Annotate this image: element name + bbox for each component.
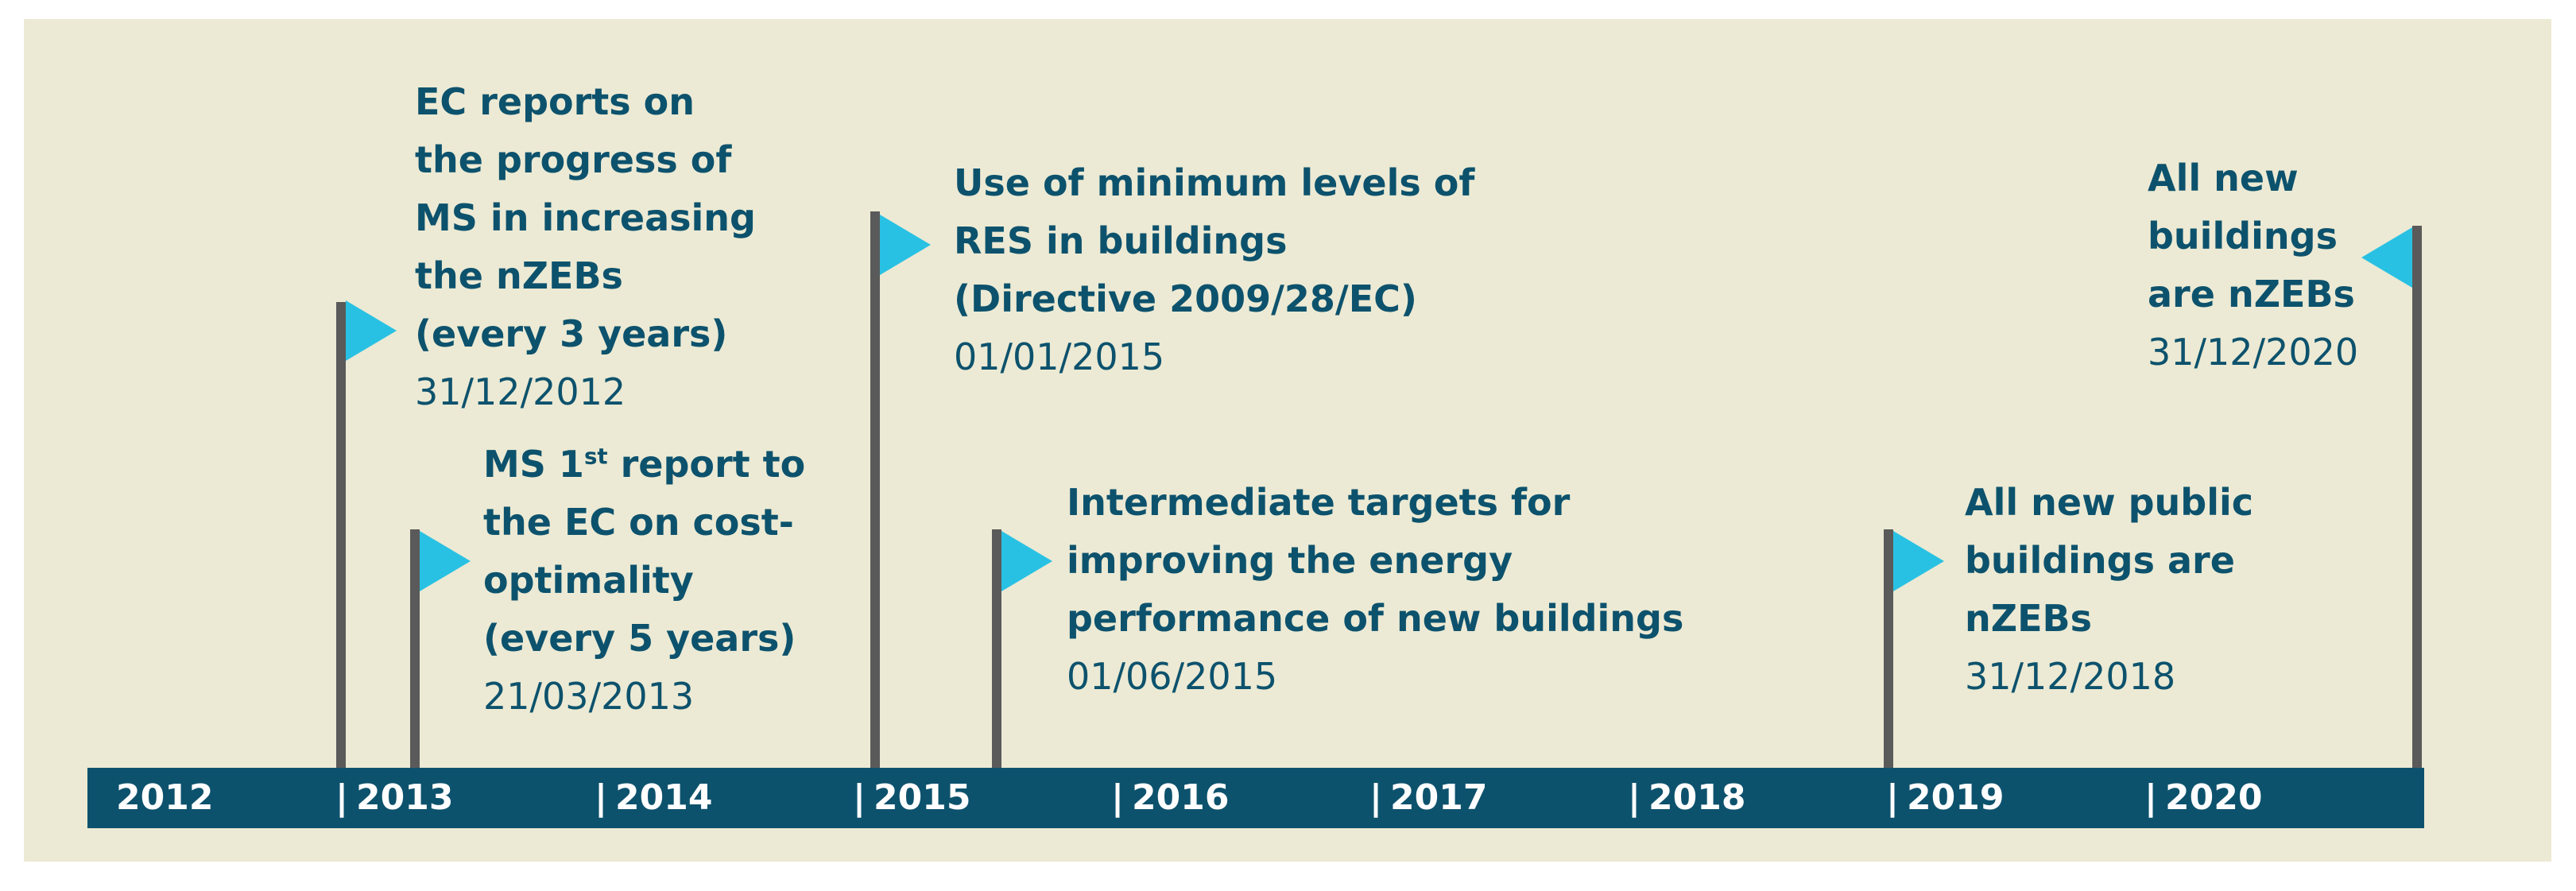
milestone-pole: [870, 211, 880, 768]
year-label: | 2014: [595, 768, 712, 828]
flag-icon: [1001, 531, 1052, 591]
year-label: 2012: [116, 777, 214, 818]
milestone-date: 31/12/2012: [415, 370, 626, 413]
milestone-label: Intermediate targets for improving the e…: [1067, 474, 1683, 706]
milestone-label: All new public buildings are nZEBs 31/12…: [1965, 474, 2253, 706]
year-label: | 2018: [1628, 768, 1745, 828]
milestone-pole: [336, 302, 346, 768]
year-separator: |: [2144, 777, 2158, 818]
milestone-date: 31/12/2018: [1965, 655, 2176, 698]
diagram-background: [24, 19, 2551, 862]
flag-icon: [346, 300, 397, 361]
milestone-date: 31/12/2020: [2148, 331, 2359, 374]
year-separator: |: [1628, 777, 1641, 818]
milestone-date: 01/06/2015: [1067, 655, 1278, 698]
milestone-label: All new buildings are nZEBs 31/12/2020: [2148, 149, 2358, 382]
year-separator: |: [1369, 777, 1383, 818]
milestone-pole: [410, 529, 420, 768]
flag-icon: [420, 531, 471, 591]
milestone-pole: [992, 529, 1001, 768]
flag-icon: [2361, 227, 2412, 288]
year-label: | 2015: [853, 768, 970, 828]
year-label: | 2019: [1886, 768, 2004, 828]
year-separator: |: [1111, 777, 1125, 818]
milestone-pole: [1884, 529, 1893, 768]
year-separator: |: [595, 777, 608, 818]
year-separator: |: [1886, 777, 1900, 818]
year-label: | 2013: [335, 768, 453, 828]
milestone-label: EC reports on the progress of MS in incr…: [415, 73, 756, 421]
year-label: | 2016: [1111, 768, 1229, 828]
milestone-pole: [2412, 226, 2422, 768]
milestone-date: 01/01/2015: [954, 335, 1165, 378]
year-separator: |: [335, 777, 349, 818]
timeline-bar: 2012 | 2013 | 2014 | 2015 | 2016 | 2017 | 2018…: [87, 768, 2424, 828]
flag-icon: [880, 215, 931, 275]
year-label: | 2020: [2144, 768, 2262, 828]
flag-icon: [1893, 531, 1944, 591]
milestone-date: 21/03/2013: [483, 675, 695, 718]
year-separator: |: [853, 777, 866, 818]
milestone-label: Use of minimum levels of RES in building…: [954, 154, 1474, 386]
year-label: | 2017: [1369, 768, 1487, 828]
milestone-label: MS 1st report to the EC on cost- optimal…: [483, 436, 805, 726]
